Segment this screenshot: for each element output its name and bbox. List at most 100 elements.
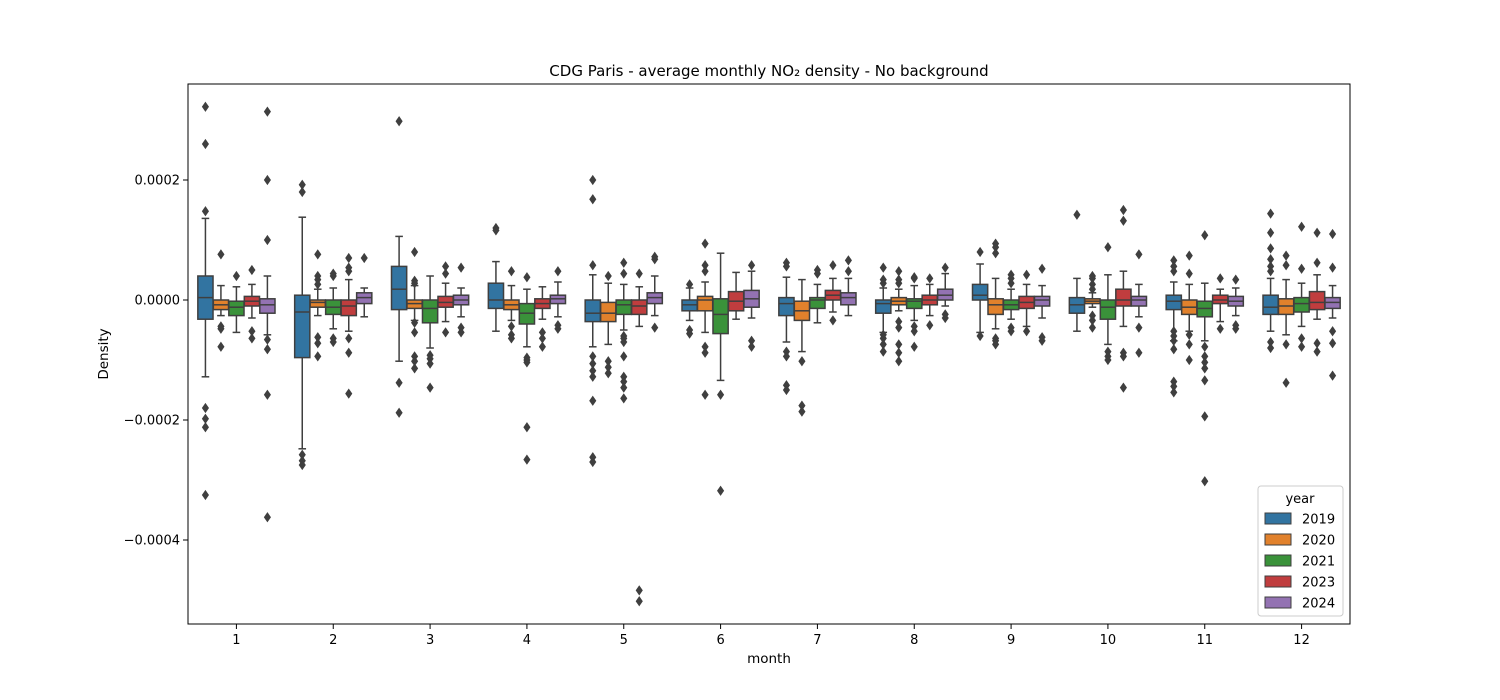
outlier-point <box>926 273 934 284</box>
outlier-point <box>1267 342 1275 354</box>
outlier-point <box>798 356 806 367</box>
y-tick-label: 0.0000 <box>135 294 181 309</box>
legend-label: 2021 <box>1302 555 1335 570</box>
outlier-point <box>248 264 256 276</box>
outlier-point <box>895 356 903 367</box>
outlier-point <box>1119 215 1127 226</box>
x-tick-label: 6 <box>716 633 724 648</box>
box-2023-month-11 <box>1211 273 1229 334</box>
x-tick-label: 1 <box>232 633 240 648</box>
outlier-point <box>941 262 949 273</box>
outlier-point <box>538 341 546 352</box>
outlier-point <box>992 248 1000 259</box>
box-2021-month-4 <box>518 272 536 465</box>
outlier-point <box>1088 322 1096 333</box>
outlier-point <box>523 454 531 465</box>
legend-label: 2020 <box>1302 534 1335 549</box>
legend-label: 2024 <box>1302 597 1335 612</box>
x-tick-label: 2 <box>329 633 337 648</box>
outlier-point <box>589 395 597 406</box>
iqr-box <box>778 296 795 317</box>
iqr-box <box>840 292 857 306</box>
legend-swatch <box>1264 596 1292 609</box>
y-tick-label: 0.0002 <box>135 174 181 189</box>
legend-title: year <box>1285 492 1315 507</box>
box-2023-month-12 <box>1308 227 1326 357</box>
outlier-point <box>329 336 337 348</box>
outlier-point <box>701 238 709 249</box>
outlier-point <box>1267 227 1275 238</box>
outlier-point <box>507 266 515 277</box>
outlier-point <box>345 388 353 399</box>
box-2021-month-12 <box>1293 221 1310 352</box>
iqr-box <box>1165 294 1183 311</box>
outlier-point <box>1135 347 1143 358</box>
iqr-box <box>340 299 358 317</box>
outlier-point <box>1282 339 1290 350</box>
outlier-point <box>844 266 852 277</box>
box-2020-month-5 <box>599 270 617 379</box>
iqr-box <box>1033 295 1051 307</box>
outlier-point <box>1201 411 1209 422</box>
outlier-point <box>1201 375 1209 386</box>
outlier-point <box>1104 242 1112 253</box>
box-2023-month-9 <box>1018 269 1035 337</box>
outlier-point <box>263 234 271 246</box>
box-2019-month-7 <box>778 257 795 396</box>
outlier-point <box>1298 263 1306 274</box>
outlier-point <box>635 596 643 607</box>
iqr-box <box>1099 299 1117 320</box>
outlier-point <box>1119 382 1127 393</box>
legend-swatch <box>1264 512 1292 525</box>
outlier-point <box>201 402 209 414</box>
series-2023 <box>243 204 1326 607</box>
outlier-point <box>248 333 256 344</box>
outlier-point <box>426 382 434 393</box>
iqr-box <box>874 299 892 314</box>
y-axis-label: Density <box>96 328 112 379</box>
box-2019-month-6 <box>681 279 698 339</box>
box-2021-month-10 <box>1099 242 1117 366</box>
iqr-box <box>1262 294 1279 316</box>
box-2024-month-10 <box>1130 249 1148 358</box>
outlier-point <box>589 371 597 382</box>
box-2020-month-11 <box>1180 250 1198 366</box>
outlier-point <box>701 389 709 400</box>
outlier-point <box>620 268 628 279</box>
outlier-point <box>992 339 1000 350</box>
outlier-point <box>1267 266 1275 277</box>
outlier-point <box>879 278 887 289</box>
box-2021-month-7 <box>809 264 826 324</box>
outlier-point <box>895 278 903 289</box>
outlier-point <box>1038 263 1046 274</box>
outlier-point <box>263 344 271 355</box>
series-2019 <box>197 101 1279 501</box>
outlier-point <box>329 268 337 279</box>
outlier-point <box>1232 323 1240 334</box>
box-2023-month-5 <box>630 268 648 607</box>
plot-frame <box>187 83 1351 625</box>
outlier-point <box>1329 262 1337 273</box>
box-2023-month-6 <box>727 271 745 320</box>
y-axis: 0.0002 0.0000 −0.0002 −0.0004 <box>124 174 188 549</box>
outlier-point <box>507 333 515 344</box>
outlier-point <box>782 384 790 396</box>
outlier-point <box>1232 274 1240 285</box>
outlier-point <box>411 363 419 374</box>
x-axis-label: month <box>747 651 791 667</box>
outlier-point <box>1298 341 1306 352</box>
iqr-box <box>309 299 327 308</box>
iqr-box <box>615 299 633 316</box>
box-2020-month-1 <box>212 249 230 352</box>
outlier-point <box>976 330 984 342</box>
box-2019-month-9 <box>971 246 989 342</box>
box-2024-month-4 <box>549 266 567 334</box>
series-2024 <box>259 106 1341 523</box>
outlier-point <box>717 485 725 496</box>
box-2020-month-3 <box>406 246 423 374</box>
outlier-point <box>941 312 949 324</box>
outlier-point <box>829 315 837 326</box>
outlier-point <box>589 260 597 271</box>
outlier-point <box>1185 268 1193 279</box>
x-tick-label: 11 <box>1196 633 1213 648</box>
